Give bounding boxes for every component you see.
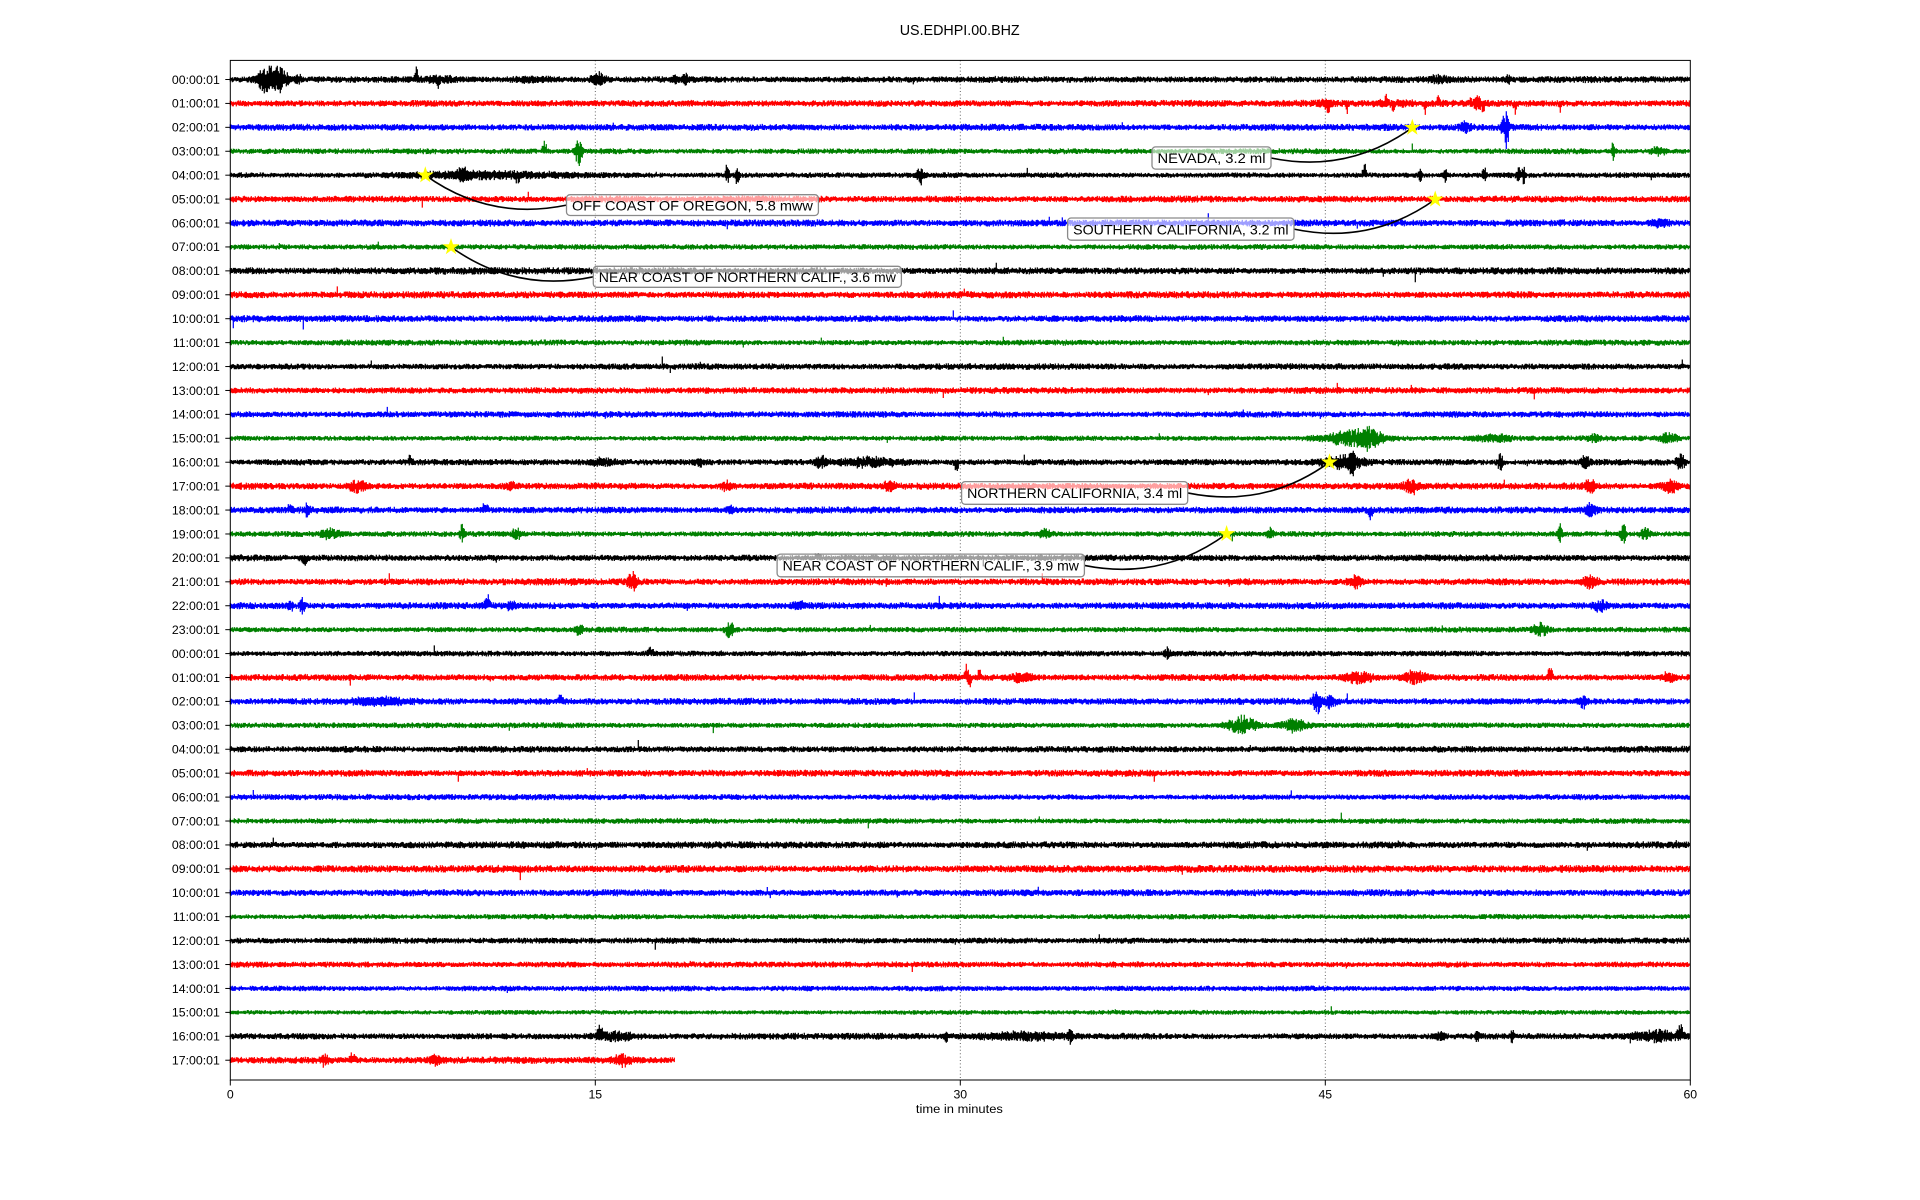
svg-text:18:00:01: 18:00:01 <box>172 503 220 517</box>
svg-text:NORTHERN CALIFORNIA, 3.4 ml: NORTHERN CALIFORNIA, 3.4 ml <box>967 485 1182 501</box>
svg-text:03:00:01: 03:00:01 <box>172 719 220 733</box>
svg-text:02:00:01: 02:00:01 <box>172 695 220 709</box>
svg-text:14:00:01: 14:00:01 <box>172 982 220 996</box>
svg-text:00:00:01: 00:00:01 <box>172 73 220 87</box>
svg-text:04:00:01: 04:00:01 <box>172 743 220 757</box>
svg-text:15:00:01: 15:00:01 <box>172 1006 220 1020</box>
svg-text:10:00:01: 10:00:01 <box>172 312 220 326</box>
svg-text:60: 60 <box>1683 1088 1697 1102</box>
svg-text:SOUTHERN CALIFORNIA, 3.2 ml: SOUTHERN CALIFORNIA, 3.2 ml <box>1073 221 1288 237</box>
svg-text:30: 30 <box>953 1088 967 1102</box>
svg-text:12:00:01: 12:00:01 <box>172 934 220 948</box>
svg-text:00:00:01: 00:00:01 <box>172 647 220 661</box>
svg-text:15: 15 <box>588 1088 602 1102</box>
svg-text:17:00:01: 17:00:01 <box>172 479 220 493</box>
svg-text:13:00:01: 13:00:01 <box>172 958 220 972</box>
svg-text:09:00:01: 09:00:01 <box>172 288 220 302</box>
svg-text:15:00:01: 15:00:01 <box>172 432 220 446</box>
svg-text:11:00:01: 11:00:01 <box>173 336 220 350</box>
svg-text:02:00:01: 02:00:01 <box>172 121 220 135</box>
svg-text:06:00:01: 06:00:01 <box>172 790 220 804</box>
svg-text:08:00:01: 08:00:01 <box>172 264 220 278</box>
svg-text:09:00:01: 09:00:01 <box>172 862 220 876</box>
svg-text:45: 45 <box>1318 1088 1332 1102</box>
svg-text:10:00:01: 10:00:01 <box>172 886 220 900</box>
svg-text:14:00:01: 14:00:01 <box>172 408 220 422</box>
svg-text:17:00:01: 17:00:01 <box>172 1054 220 1068</box>
svg-text:13:00:01: 13:00:01 <box>172 384 220 398</box>
svg-text:US.EDHPI.00.BHZ: US.EDHPI.00.BHZ <box>900 23 1020 39</box>
svg-text:20:00:01: 20:00:01 <box>172 551 220 565</box>
svg-text:03:00:01: 03:00:01 <box>172 145 220 159</box>
svg-text:16:00:01: 16:00:01 <box>172 456 220 470</box>
svg-text:0: 0 <box>227 1088 234 1102</box>
svg-text:22:00:01: 22:00:01 <box>172 599 220 613</box>
svg-text:OFF COAST OF OREGON, 5.8 mww: OFF COAST OF OREGON, 5.8 mww <box>572 197 814 213</box>
svg-text:07:00:01: 07:00:01 <box>172 814 220 828</box>
svg-text:19:00:01: 19:00:01 <box>172 527 220 541</box>
svg-text:07:00:01: 07:00:01 <box>172 240 220 254</box>
svg-text:NEVADA, 3.2 ml: NEVADA, 3.2 ml <box>1158 150 1266 166</box>
svg-text:01:00:01: 01:00:01 <box>172 671 220 685</box>
svg-text:05:00:01: 05:00:01 <box>172 766 220 780</box>
svg-text:01:00:01: 01:00:01 <box>172 97 220 111</box>
svg-text:11:00:01: 11:00:01 <box>173 910 220 924</box>
svg-text:16:00:01: 16:00:01 <box>172 1030 220 1044</box>
svg-text:08:00:01: 08:00:01 <box>172 838 220 852</box>
svg-text:21:00:01: 21:00:01 <box>172 575 220 589</box>
svg-text:12:00:01: 12:00:01 <box>172 360 220 374</box>
svg-text:04:00:01: 04:00:01 <box>172 168 220 182</box>
svg-text:23:00:01: 23:00:01 <box>172 623 220 637</box>
svg-text:NEAR COAST OF NORTHERN CALIF.,: NEAR COAST OF NORTHERN CALIF., 3.6 mw <box>599 269 897 285</box>
svg-text:time in minutes: time in minutes <box>916 1102 1003 1116</box>
svg-text:06:00:01: 06:00:01 <box>172 216 220 230</box>
svg-text:NEAR COAST OF NORTHERN CALIF.,: NEAR COAST OF NORTHERN CALIF., 3.9 mw <box>783 558 1080 574</box>
svg-text:05:00:01: 05:00:01 <box>172 192 220 206</box>
